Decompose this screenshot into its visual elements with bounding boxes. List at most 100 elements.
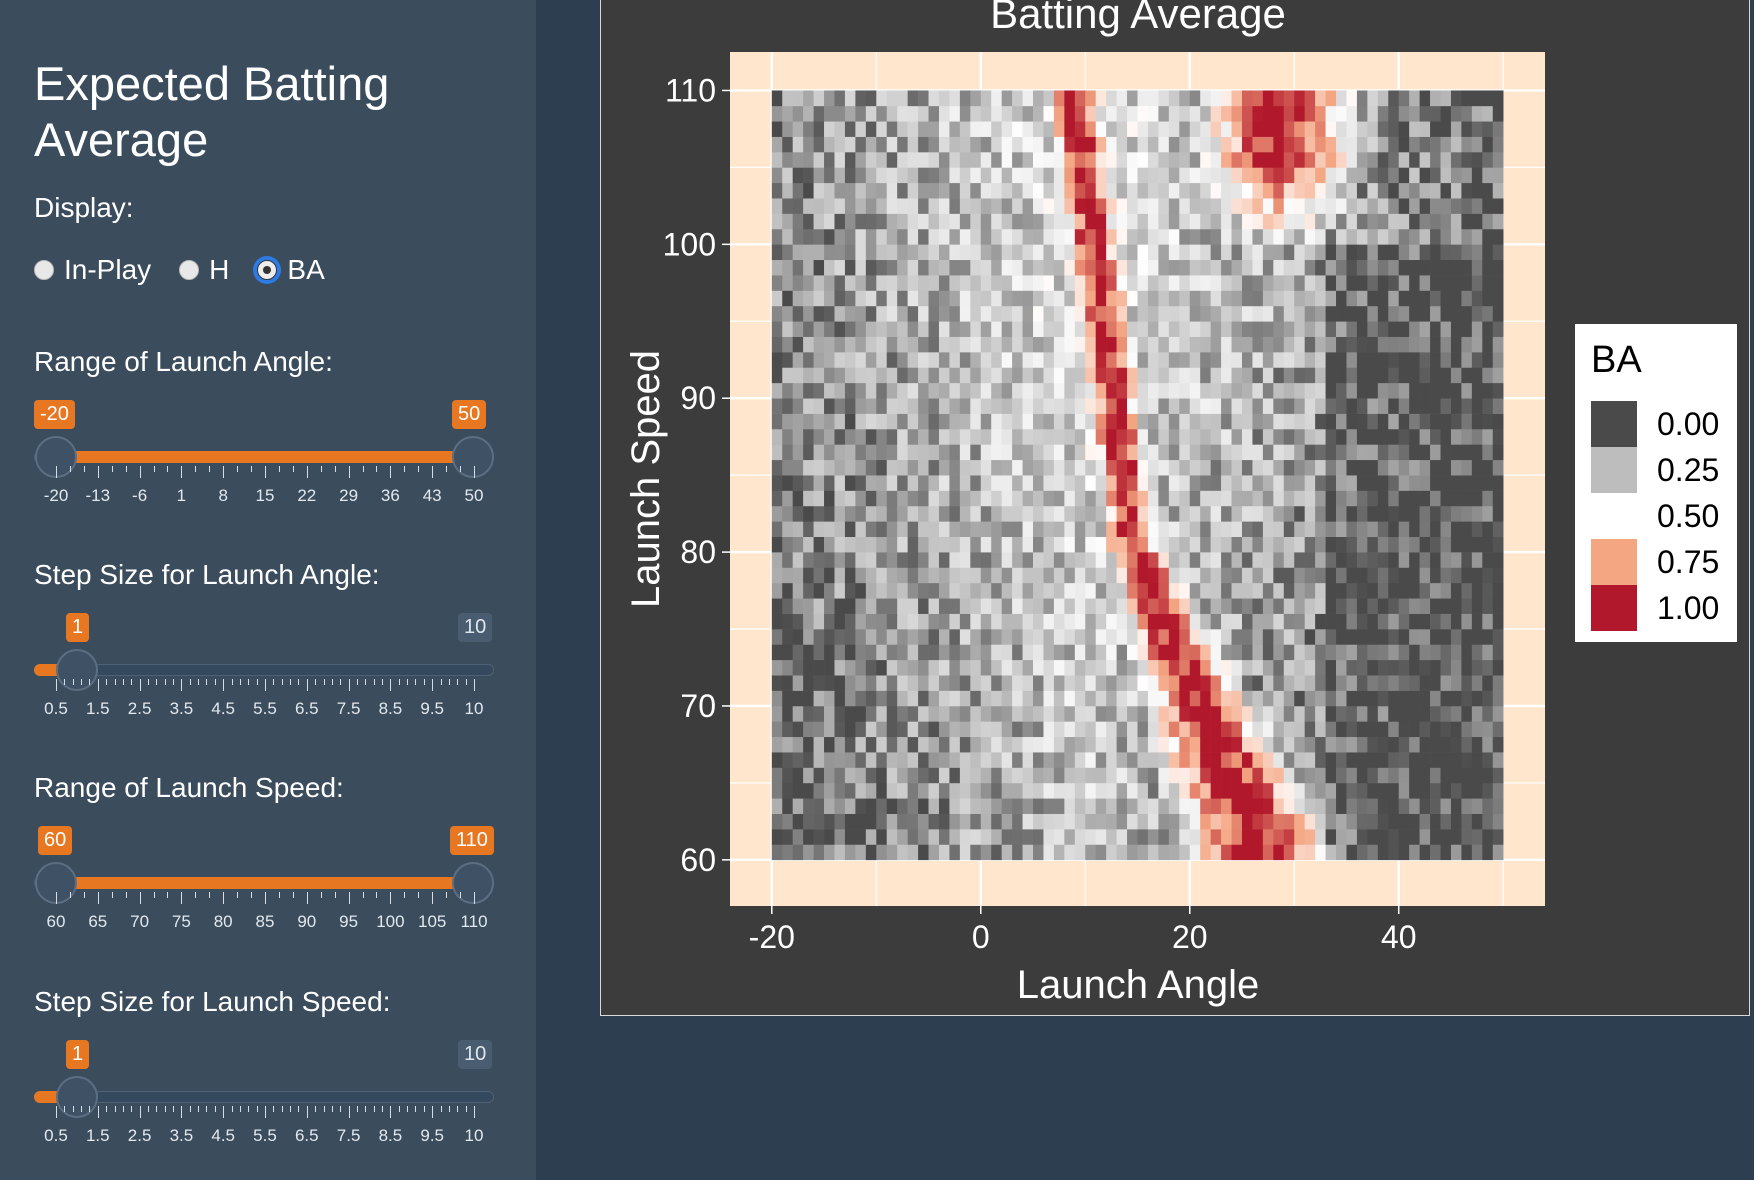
- radio-h-label[interactable]: H: [209, 254, 230, 285]
- heatmap-cell: [771, 552, 783, 568]
- heatmap-cell: [970, 121, 982, 137]
- heatmap-cell: [1012, 367, 1023, 384]
- heatmap-cell: [1221, 105, 1232, 122]
- heatmap-cell: [1450, 213, 1462, 230]
- heatmap-cell: [1304, 121, 1316, 137]
- heatmap-cell: [1419, 521, 1431, 538]
- launch-speed-step-handle[interactable]: [56, 1076, 98, 1118]
- heatmap-cell: [782, 136, 793, 153]
- heatmap-cell: [959, 459, 971, 476]
- launch-speed-range-slider[interactable]: 60 110 60 65 70 75 80 85 90 95 100 105 110: [34, 826, 494, 966]
- heatmap-cell: [1095, 105, 1107, 122]
- heatmap-cell: [1064, 275, 1076, 291]
- heatmap-cell: [980, 382, 992, 399]
- heatmap-cell: [1221, 582, 1232, 599]
- heatmap-cell: [1022, 182, 1034, 199]
- heatmap-cell: [855, 475, 867, 491]
- heatmap-cell: [1127, 398, 1138, 414]
- slider-minor-tick: [320, 892, 322, 898]
- heatmap-cell: [1053, 152, 1065, 168]
- heatmap-cell: [1419, 352, 1431, 368]
- heatmap-cell: [1262, 767, 1274, 784]
- heatmap-cell: [928, 721, 940, 738]
- heatmap-cell: [1346, 413, 1358, 430]
- launch-angle-to-handle[interactable]: [452, 436, 494, 478]
- launch-speed-to-handle[interactable]: [452, 862, 494, 904]
- heatmap-cell: [980, 813, 992, 830]
- radio-in-play-label[interactable]: In-Play: [64, 254, 152, 285]
- heatmap-cell: [1252, 567, 1264, 584]
- heatmap-cell: [1033, 567, 1044, 584]
- heatmap-cell: [1127, 444, 1138, 461]
- heatmap-cell: [928, 305, 940, 322]
- heatmap-cell: [844, 536, 856, 553]
- launch-angle-range-label: Range of Launch Angle:: [34, 346, 333, 377]
- heatmap-cell: [1168, 552, 1180, 568]
- heatmap-cell: [1346, 736, 1358, 753]
- heatmap-cell: [1001, 613, 1013, 630]
- heatmap-cell: [1325, 413, 1337, 430]
- launch-angle-step-track[interactable]: [34, 664, 494, 676]
- radio-ba-circle[interactable]: [257, 260, 278, 280]
- heatmap-cell: [803, 382, 814, 399]
- radio-ba[interactable]: BA: [257, 254, 325, 286]
- heatmap-cell: [1127, 121, 1138, 137]
- heatmap-cell: [907, 336, 919, 353]
- heatmap-cell: [1147, 459, 1159, 476]
- heatmap-cell: [1336, 598, 1347, 614]
- heatmap-cell: [1074, 352, 1086, 368]
- heatmap-cell: [1241, 690, 1253, 707]
- heatmap-cell: [1085, 552, 1097, 568]
- heatmap-cell: [1492, 675, 1504, 691]
- heatmap-cell: [771, 629, 783, 645]
- launch-speed-step-slider[interactable]: 1 10 0.5 1.5 2.5 3.5 4.5 5.5 6.5 7.5 8.5 9.5 10: [34, 1040, 494, 1180]
- heatmap-cell: [1106, 629, 1117, 645]
- heatmap-cell: [876, 321, 888, 337]
- heatmap-cell: [938, 444, 950, 461]
- heatmap-cell: [844, 567, 856, 584]
- launch-speed-step-track[interactable]: [34, 1091, 494, 1103]
- heatmap-cell: [834, 552, 846, 568]
- heatmap-cell: [1450, 413, 1462, 430]
- heatmap-cell: [1074, 121, 1086, 137]
- launch-angle-step-handle[interactable]: [56, 649, 98, 691]
- heatmap-cell: [959, 675, 971, 691]
- heatmap-cell: [1001, 736, 1013, 753]
- heatmap-cell: [876, 505, 888, 522]
- heatmap-cell: [1471, 428, 1483, 445]
- heatmap-cell: [959, 798, 971, 814]
- radio-in-play-circle[interactable]: [34, 260, 54, 280]
- heatmap-cell: [1053, 613, 1065, 630]
- heatmap-cell: [1127, 659, 1138, 676]
- heatmap-cell: [1137, 705, 1149, 722]
- heatmap-cell: [1095, 290, 1107, 307]
- heatmap-cell: [1461, 582, 1473, 599]
- heatmap-cell: [1273, 567, 1285, 584]
- launch-angle-range-slider[interactable]: -20 50 -20 -13 -6 1 8 15 22 29 36 43 50: [34, 400, 494, 540]
- heatmap-cell: [1158, 382, 1170, 399]
- heatmap-cell: [1064, 829, 1076, 845]
- heatmap-cell: [928, 505, 940, 522]
- heatmap-cell: [1398, 290, 1410, 307]
- radio-h-circle[interactable]: [179, 260, 200, 280]
- heatmap-cell: [970, 613, 982, 630]
- heatmap-cell: [1294, 198, 1305, 214]
- heatmap-cell: [1482, 136, 1494, 153]
- heatmap-cell: [959, 659, 971, 676]
- heatmap-cell: [1095, 321, 1107, 337]
- radio-h[interactable]: H: [179, 254, 229, 286]
- heatmap-cell: [1440, 798, 1452, 814]
- heatmap-cell: [907, 352, 919, 368]
- radio-ba-label[interactable]: BA: [287, 254, 325, 285]
- launch-angle-step-slider[interactable]: 1 10 0.5 1.5 2.5 3.5 4.5 5.5 6.5 7.5 8.5 9.5 10: [34, 613, 494, 753]
- slider-tick-label: 60: [46, 912, 66, 931]
- heatmap-cell: [803, 121, 814, 137]
- heatmap-cell: [1450, 275, 1462, 291]
- heatmap-cell: [1043, 198, 1055, 214]
- heatmap-cell: [876, 413, 888, 430]
- heatmap-cell: [1440, 629, 1452, 645]
- heatmap-cell: [1325, 336, 1337, 353]
- slider-tick-label: 0.5: [44, 699, 68, 718]
- heatmap-cell: [1262, 736, 1274, 753]
- radio-in-play[interactable]: In-Play: [34, 254, 151, 286]
